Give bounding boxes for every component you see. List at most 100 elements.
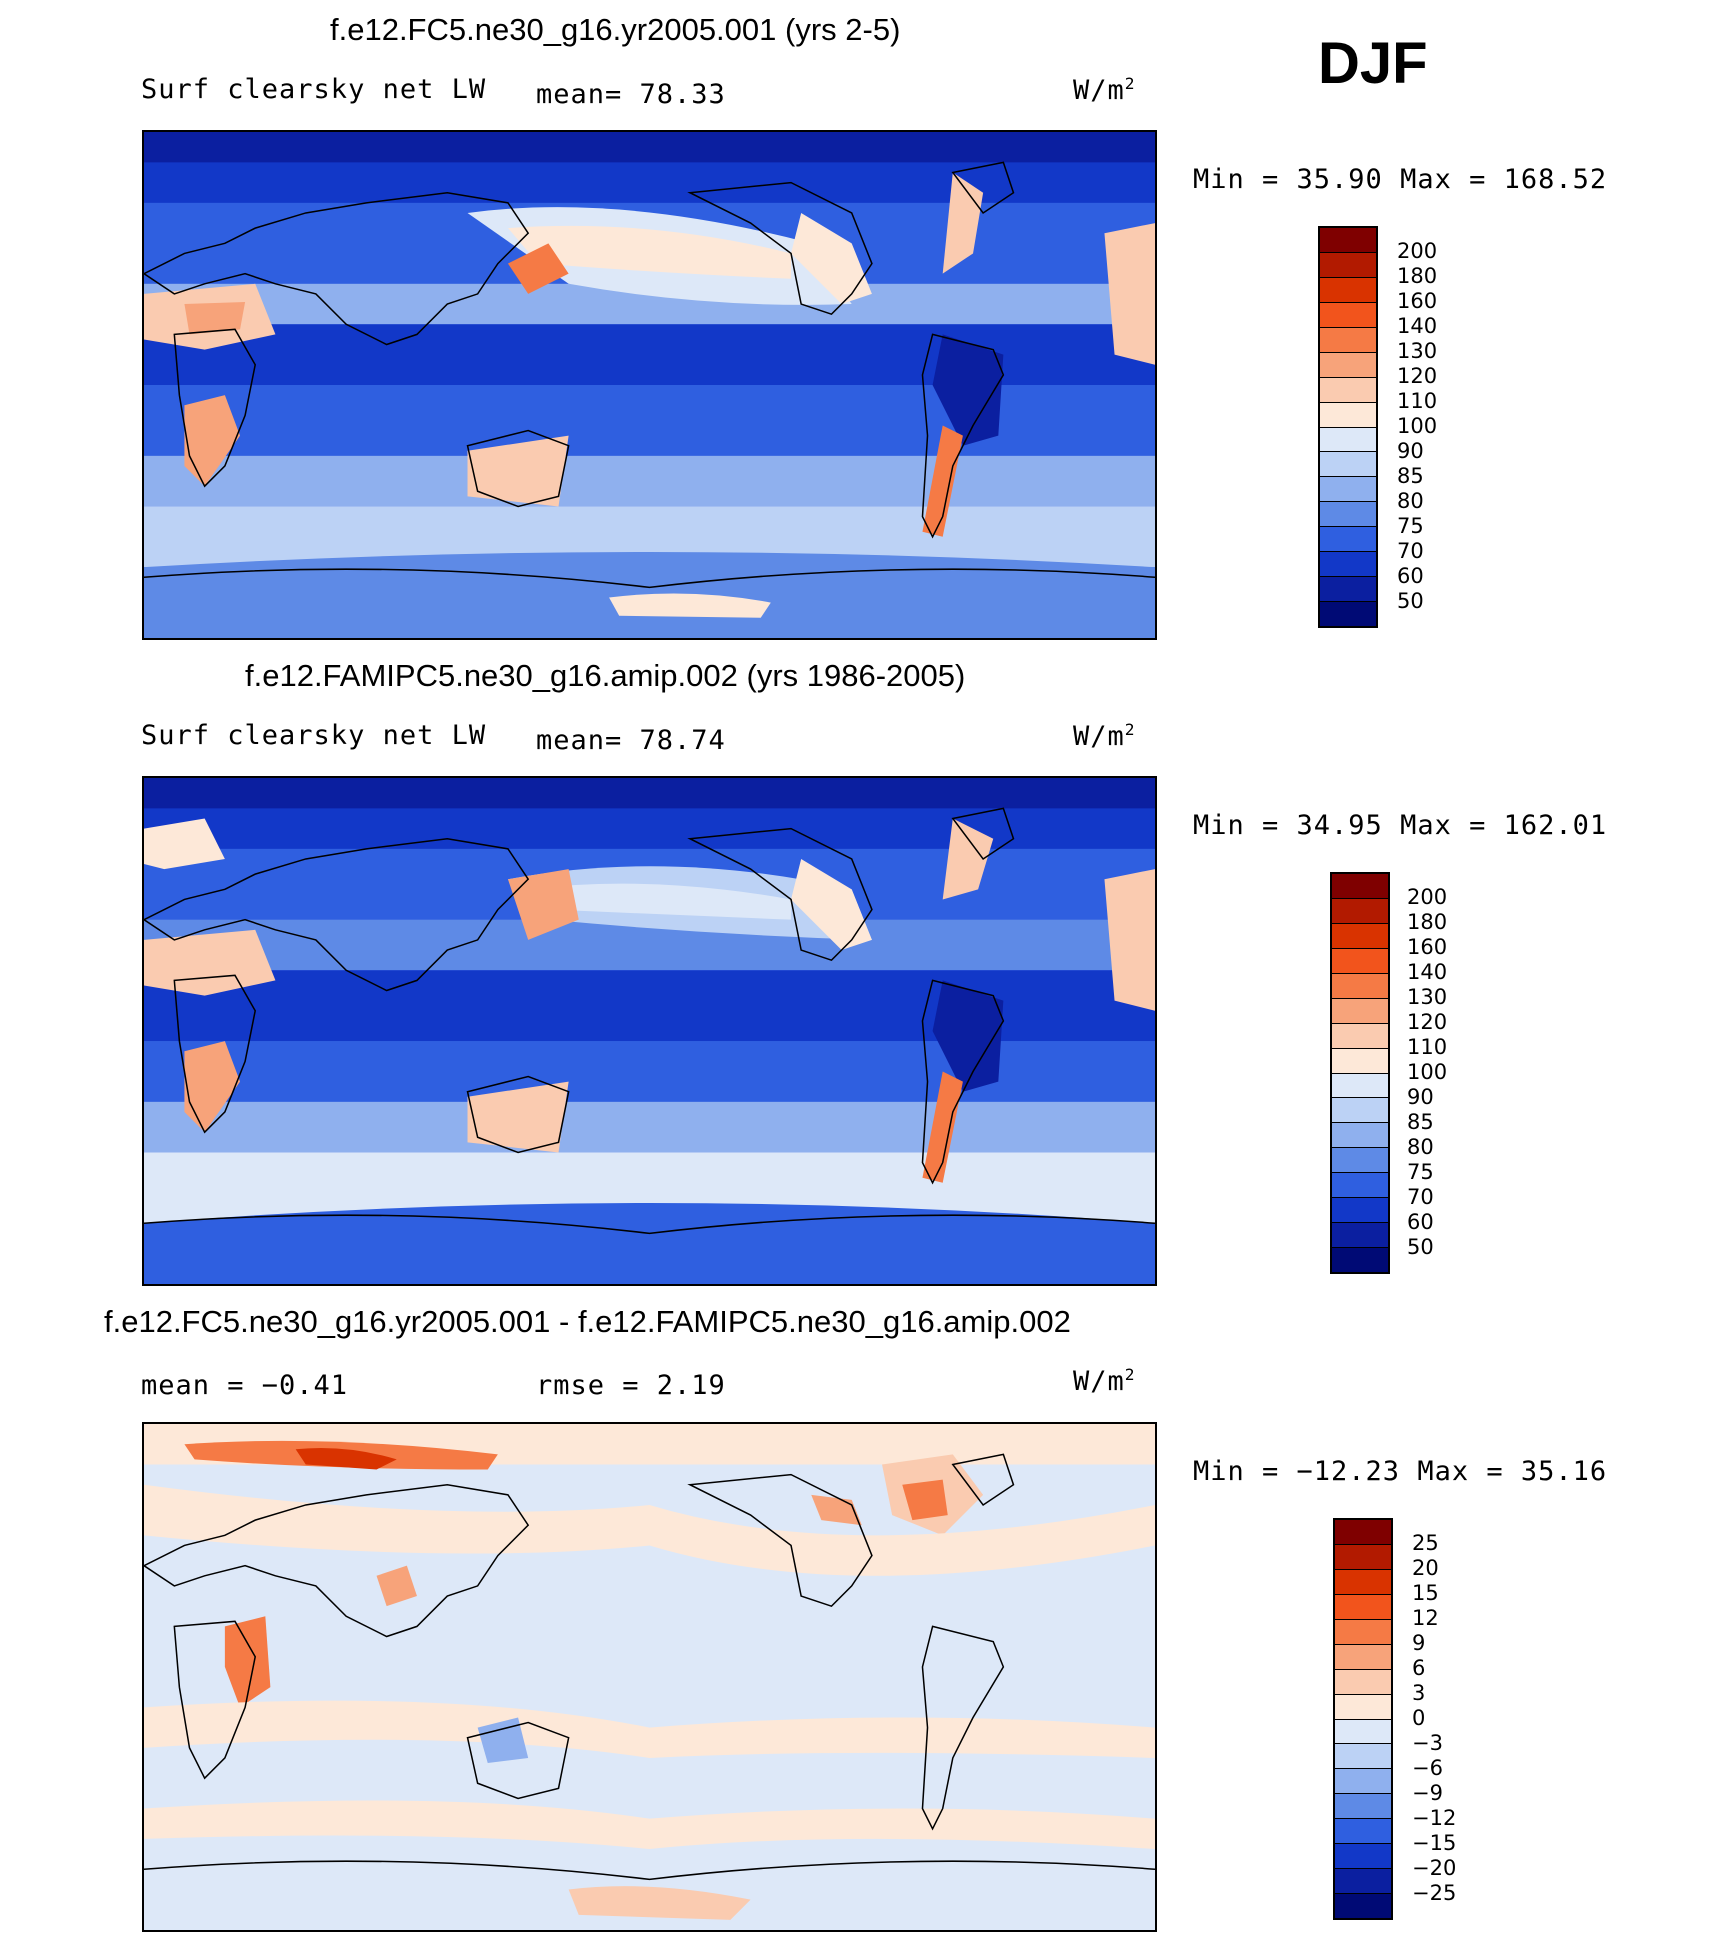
colorbar-tick-label: 9 — [1412, 1631, 1426, 1655]
colorbar-tick-label: 15 — [1412, 1581, 1439, 1605]
colorbar-swatch — [1320, 602, 1376, 626]
colorbar-swatch — [1335, 1794, 1391, 1820]
colorbar-tick-label: 130 — [1397, 339, 1438, 363]
colorbar-tick-label: 160 — [1407, 935, 1448, 959]
panel1-contour-map — [144, 132, 1155, 638]
panel3-colorbar-labels: 25 20 15 12 9 6 3 0 −3 −6 −9 −12 −15 −20 −25 — [1412, 1533, 1492, 1933]
colorbar-tick-label: 130 — [1407, 985, 1448, 1009]
colorbar-tick-label: −15 — [1412, 1831, 1457, 1855]
colorbar-tick-label: 110 — [1397, 389, 1438, 413]
panel3-map — [142, 1422, 1157, 1932]
colorbar-swatch — [1335, 1844, 1391, 1870]
panel1-title: f.e12.FC5.ne30_g16.yr2005.001 (yrs 2-5) — [330, 12, 901, 47]
panel3-mean: mean = −0.41 — [141, 1370, 349, 1401]
colorbar-swatch — [1320, 577, 1376, 603]
colorbar-swatch — [1335, 1894, 1391, 1918]
colorbar-tick-label: 25 — [1412, 1531, 1439, 1555]
colorbar-tick-label: 180 — [1397, 264, 1438, 288]
colorbar-swatch — [1320, 277, 1376, 303]
colorbar-tick-label: 50 — [1397, 589, 1424, 613]
colorbar-swatch — [1332, 1173, 1388, 1199]
colorbar-swatch — [1320, 477, 1376, 503]
panel2-colorbar — [1330, 872, 1390, 1274]
colorbar-tick-label: 100 — [1397, 414, 1438, 438]
colorbar-swatch — [1335, 1669, 1391, 1695]
colorbar-tick-label: 200 — [1407, 885, 1448, 909]
panel2-map — [142, 776, 1157, 1286]
colorbar-swatch — [1332, 1098, 1388, 1124]
colorbar-swatch — [1332, 948, 1388, 974]
colorbar-swatch — [1335, 1769, 1391, 1795]
panel3-units: W/m2 — [1073, 1365, 1136, 1397]
colorbar-tick-label: 160 — [1397, 289, 1438, 313]
colorbar-swatch — [1332, 874, 1388, 899]
colorbar-tick-label: 75 — [1397, 514, 1424, 538]
colorbar-tick-label: 60 — [1407, 1210, 1434, 1234]
colorbar-swatch — [1320, 427, 1376, 453]
colorbar-swatch — [1320, 377, 1376, 403]
colorbar-swatch — [1335, 1569, 1391, 1595]
colorbar-swatch — [1335, 1719, 1391, 1745]
colorbar-swatch — [1332, 1198, 1388, 1224]
colorbar-swatch — [1320, 552, 1376, 578]
panel1-colorbar — [1318, 226, 1378, 628]
colorbar-tick-label: 70 — [1397, 539, 1424, 563]
panel2-units: W/m2 — [1073, 720, 1136, 752]
colorbar-tick-label: 100 — [1407, 1060, 1448, 1084]
colorbar-tick-label: 75 — [1407, 1160, 1434, 1184]
colorbar-swatch — [1335, 1644, 1391, 1670]
colorbar-tick-label: −3 — [1412, 1731, 1443, 1755]
panel1-units: W/m2 — [1073, 74, 1136, 106]
panel1-minmax: Min = 35.90 Max = 168.52 — [1193, 164, 1608, 195]
colorbar-swatch — [1320, 502, 1376, 528]
colorbar-swatch — [1335, 1869, 1391, 1895]
colorbar-swatch — [1332, 1123, 1388, 1149]
colorbar-tick-label: 140 — [1407, 960, 1448, 984]
colorbar-swatch — [1335, 1544, 1391, 1570]
panel3-colorbar — [1333, 1518, 1393, 1920]
colorbar-tick-label: −12 — [1412, 1806, 1457, 1830]
colorbar-tick-label: −9 — [1412, 1781, 1443, 1805]
panel2-contour-map — [144, 778, 1155, 1284]
panel3-contour-map — [144, 1424, 1155, 1930]
panel2-title: f.e12.FAMIPC5.ne30_g16.amip.002 (yrs 198… — [245, 658, 966, 693]
colorbar-swatch — [1335, 1819, 1391, 1845]
panel1-mean: mean= 78.33 — [536, 79, 726, 110]
colorbar-swatch — [1332, 923, 1388, 949]
panel1-map — [142, 130, 1157, 640]
colorbar-swatch — [1320, 352, 1376, 378]
colorbar-tick-label: 80 — [1397, 489, 1424, 513]
colorbar-swatch — [1335, 1594, 1391, 1620]
colorbar-tick-label: 90 — [1397, 439, 1424, 463]
colorbar-tick-label: 180 — [1407, 910, 1448, 934]
colorbar-tick-label: 90 — [1407, 1085, 1434, 1109]
colorbar-swatch — [1332, 998, 1388, 1024]
panel3-title: f.e12.FC5.ne30_g16.yr2005.001 - f.e12.FA… — [104, 1304, 1071, 1339]
colorbar-swatch — [1332, 1223, 1388, 1249]
panel2-colorbar-labels: 200 180 160 140 130 120 110 100 90 85 80 75 70 60 50 — [1407, 887, 1487, 1287]
colorbar-tick-label: 50 — [1407, 1235, 1434, 1259]
colorbar-swatch — [1332, 1248, 1388, 1272]
colorbar-swatch — [1335, 1694, 1391, 1720]
colorbar-swatch — [1332, 1073, 1388, 1099]
season-label: DJF — [1318, 31, 1428, 96]
colorbar-swatch — [1320, 452, 1376, 478]
colorbar-swatch — [1332, 1023, 1388, 1049]
panel3-minmax: Min = −12.23 Max = 35.16 — [1193, 1456, 1608, 1487]
colorbar-swatch — [1335, 1520, 1391, 1545]
panel2-mean: mean= 78.74 — [536, 725, 726, 756]
colorbar-tick-label: 6 — [1412, 1656, 1426, 1680]
panel1-colorbar-labels: 200 180 160 140 130 120 110 100 90 85 80 75 70 60 50 — [1397, 241, 1477, 641]
colorbar-tick-label: −6 — [1412, 1756, 1443, 1780]
colorbar-tick-label: 85 — [1397, 464, 1424, 488]
panel1-variable: Surf clearsky net LW — [141, 74, 487, 105]
colorbar-swatch — [1332, 973, 1388, 999]
colorbar-tick-label: 120 — [1407, 1010, 1448, 1034]
colorbar-tick-label: 80 — [1407, 1135, 1434, 1159]
colorbar-tick-label: 200 — [1397, 239, 1438, 263]
colorbar-tick-label: 140 — [1397, 314, 1438, 338]
colorbar-swatch — [1332, 1148, 1388, 1174]
colorbar-tick-label: 120 — [1397, 364, 1438, 388]
colorbar-swatch — [1320, 252, 1376, 278]
colorbar-tick-label: 0 — [1412, 1706, 1426, 1730]
